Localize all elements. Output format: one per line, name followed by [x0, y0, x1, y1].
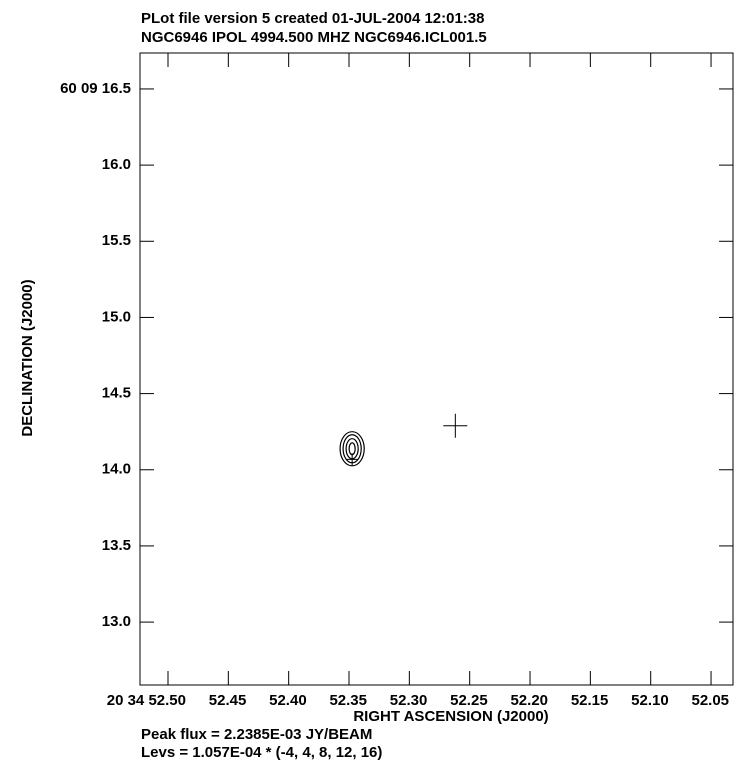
marker-cross [346, 453, 359, 466]
x-tick-label: 52.40 [269, 692, 307, 709]
y-tick-label: 13.0 [102, 613, 131, 630]
y-tick-label: 14.0 [102, 461, 131, 478]
x-tick-label: 52.05 [691, 692, 729, 709]
x-tick-label: 52.45 [209, 692, 247, 709]
contour [339, 431, 365, 467]
x-tick-label: 52.25 [450, 692, 488, 709]
x-tick-label: 20 34 52.50 [107, 692, 186, 709]
x-tick-label: 52.15 [571, 692, 609, 709]
x-tick-label: 52.35 [329, 692, 367, 709]
y-tick-label: 13.5 [102, 537, 131, 554]
chart-title: PLot file version 5 created 01-JUL-2004 … [141, 10, 485, 27]
y-tick-label: 15.5 [102, 232, 131, 249]
x-tick-label: 52.30 [390, 692, 428, 709]
y-tick-label: 14.5 [102, 385, 131, 402]
chart-subtitle: NGC6946 IPOL 4994.500 MHZ NGC6946.ICL001… [141, 29, 487, 46]
y-axis-label: DECLINATION (J2000) [19, 279, 36, 436]
x-tick-label: 52.10 [631, 692, 669, 709]
note: Peak flux = 2.2385E-03 JY/BEAM [141, 726, 372, 743]
x-tick-label: 52.20 [510, 692, 548, 709]
note: Levs = 1.057E-04 * (-4, 4, 8, 12, 16) [141, 744, 382, 761]
contour [348, 442, 356, 456]
x-axis-label: RIGHT ASCENSION (J2000) [353, 708, 548, 725]
marker-cross [443, 413, 468, 438]
plot-frame [139, 52, 734, 686]
y-tick-label: 60 09 16.5 [60, 80, 131, 97]
y-tick-label: 15.0 [102, 308, 131, 325]
y-tick-label: 16.0 [102, 156, 131, 173]
